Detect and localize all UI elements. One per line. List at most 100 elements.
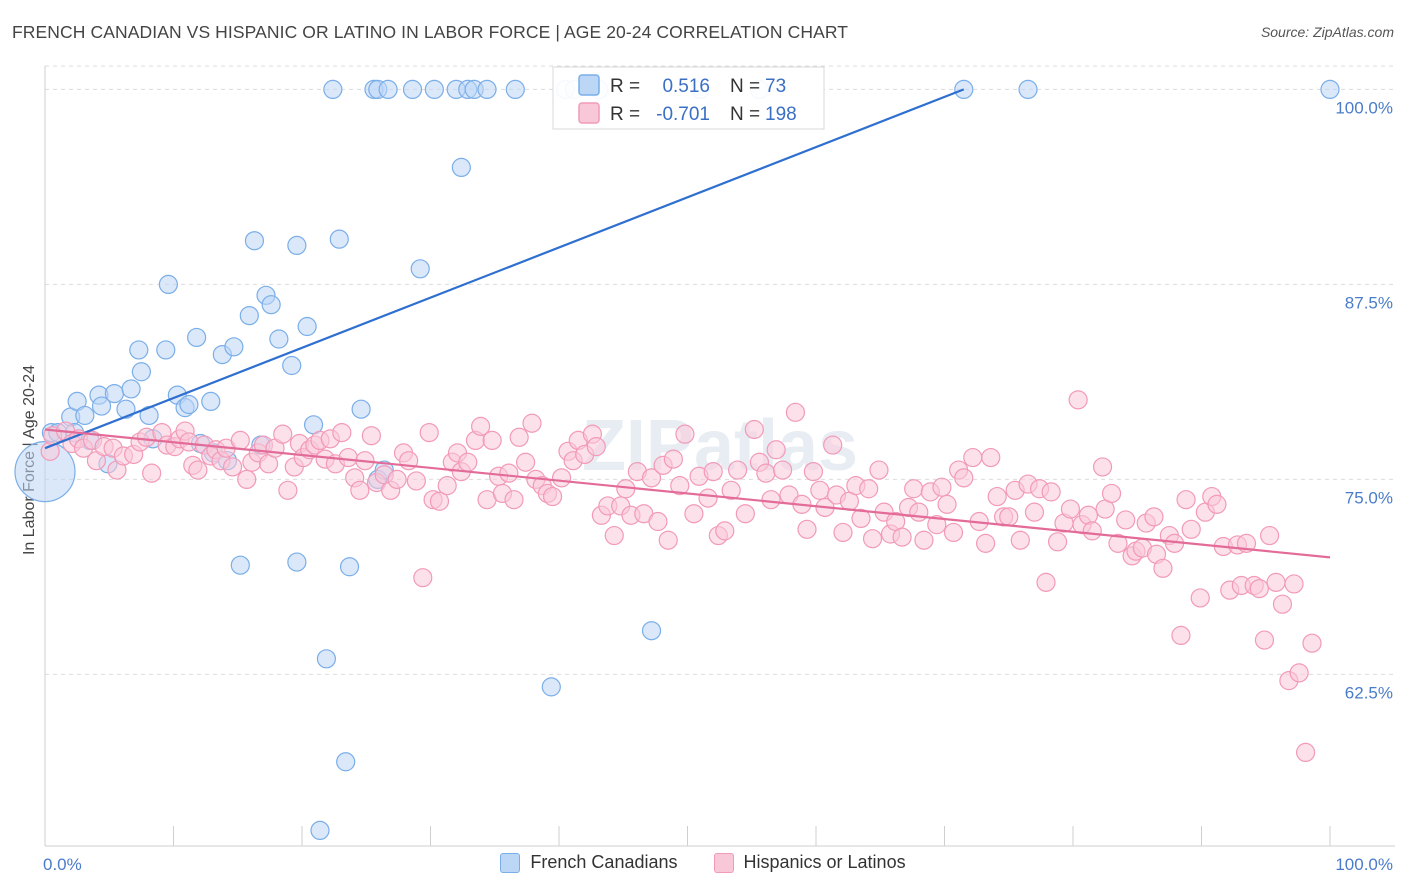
point-hispanics-or-latinos [803, 462, 824, 482]
y-tick-label: 87.5% [1345, 293, 1393, 312]
point-french-canadians [261, 295, 281, 315]
point-hispanics-or-latinos [1036, 572, 1056, 592]
point-hispanics-or-latinos [1302, 633, 1322, 653]
point-french-canadians [158, 274, 178, 294]
r-value: -0.701 [656, 104, 710, 125]
trend-line-french-canadians [44, 88, 965, 450]
point-french-canadians [104, 384, 124, 404]
point-hispanics-or-latinos [406, 471, 426, 491]
point-hispanics-or-latinos [756, 463, 776, 483]
point-french-canadians [91, 396, 112, 416]
point-hispanics-or-latinos [515, 452, 536, 472]
point-hispanics-or-latinos [1266, 572, 1286, 592]
point-hispanics-or-latinos [797, 519, 817, 539]
point-french-canadians [336, 752, 356, 772]
point-hispanics-or-latinos [675, 424, 695, 444]
point-hispanics-or-latinos [1284, 574, 1304, 594]
point-french-canadians [541, 677, 561, 697]
point-hispanics-or-latinos [987, 486, 1007, 507]
point-french-canadians [179, 394, 199, 415]
point-hispanics-or-latinos [142, 463, 162, 483]
point-hispanics-or-latinos [188, 460, 208, 480]
stats-legend: R = 0.516 N = 73 R = -0.701 N = 198 [552, 66, 825, 130]
point-hispanics-or-latinos [859, 479, 879, 499]
point-french-canadians [424, 79, 444, 100]
series-hispanics-or-latinos [40, 390, 1322, 763]
point-hispanics-or-latinos [387, 469, 407, 489]
point-hispanics-or-latinos [1295, 742, 1316, 763]
point-hispanics-or-latinos [932, 477, 952, 497]
n-value: 198 [765, 104, 797, 125]
point-french-canadians [14, 441, 76, 503]
point-hispanics-or-latinos [361, 426, 381, 446]
point-french-canadians [1320, 79, 1340, 100]
point-hispanics-or-latinos [904, 479, 924, 499]
point-hispanics-or-latinos [1082, 521, 1102, 541]
point-hispanics-or-latinos [509, 427, 529, 447]
y-tick-label: 75.0% [1345, 488, 1393, 507]
point-hispanics-or-latinos [684, 504, 704, 524]
point-hispanics-or-latinos [728, 460, 748, 480]
point-french-canadians [477, 79, 497, 100]
point-hispanics-or-latinos [721, 480, 741, 500]
point-french-canadians [239, 306, 259, 326]
point-hispanics-or-latinos [413, 568, 433, 588]
chart-title: FRENCH CANADIAN VS HISPANIC OR LATINO IN… [12, 22, 849, 42]
point-hispanics-or-latinos [458, 452, 478, 472]
x-tick-label-min: 0.0% [43, 855, 82, 874]
point-hispanics-or-latinos [927, 515, 947, 535]
point-hispanics-or-latinos [551, 468, 572, 488]
r-label: R = [610, 104, 640, 125]
point-french-canadians [287, 235, 307, 255]
point-french-canadians [297, 316, 317, 337]
point-hispanics-or-latinos [429, 491, 450, 511]
point-french-canadians [451, 157, 471, 177]
point-hispanics-or-latinos [937, 494, 957, 514]
point-french-canadians [641, 621, 662, 641]
point-french-canadians [505, 79, 525, 100]
point-hispanics-or-latinos [823, 435, 843, 455]
point-hispanics-or-latinos [1144, 507, 1164, 527]
stats-swatch [578, 102, 600, 124]
point-french-canadians [351, 399, 371, 419]
point-hispanics-or-latinos [862, 529, 883, 549]
point-hispanics-or-latinos [869, 460, 889, 480]
point-hispanics-or-latinos [482, 430, 502, 450]
point-hispanics-or-latinos [542, 486, 563, 507]
point-hispanics-or-latinos [237, 469, 257, 489]
r-value: 0.516 [662, 76, 710, 97]
legend-item-hispanics-or-latinos[interactable]: Hispanics or Latinos [713, 852, 906, 873]
point-hispanics-or-latinos [604, 525, 624, 546]
point-hispanics-or-latinos [338, 447, 358, 468]
trend-line-hispanics-or-latinos [44, 428, 1331, 559]
point-hispanics-or-latinos [1092, 457, 1113, 477]
point-hispanics-or-latinos [641, 468, 662, 488]
legend-item-french-canadians[interactable]: French Canadians [500, 852, 678, 873]
point-hispanics-or-latinos [1207, 494, 1227, 514]
point-french-canadians [244, 231, 265, 251]
point-french-canadians [282, 355, 302, 376]
point-hispanics-or-latinos [976, 533, 996, 553]
legend-label-hispanics-or-latinos: Hispanics or Latinos [743, 852, 906, 872]
point-hispanics-or-latinos [1153, 558, 1173, 578]
stats-swatch [578, 74, 600, 96]
point-hispanics-or-latinos [851, 508, 871, 529]
point-french-canadians [329, 229, 349, 249]
point-hispanics-or-latinos [744, 419, 764, 440]
point-hispanics-or-latinos [1190, 588, 1210, 608]
point-hispanics-or-latinos [471, 416, 491, 436]
point-hispanics-or-latinos [963, 447, 983, 468]
point-hispanics-or-latinos [703, 462, 723, 482]
legend-swatch-pink [713, 852, 734, 873]
r-label: R = [610, 76, 640, 97]
point-french-canadians [287, 552, 307, 572]
point-hispanics-or-latinos [698, 488, 718, 508]
point-french-canadians [269, 329, 289, 349]
point-hispanics-or-latinos [785, 402, 806, 422]
point-hispanics-or-latinos [810, 480, 830, 500]
point-hispanics-or-latinos [522, 413, 542, 433]
point-hispanics-or-latinos [648, 511, 668, 532]
legend-label-french-canadians: French Canadians [530, 852, 678, 872]
point-hispanics-or-latinos [658, 530, 678, 550]
point-french-canadians [201, 391, 221, 411]
